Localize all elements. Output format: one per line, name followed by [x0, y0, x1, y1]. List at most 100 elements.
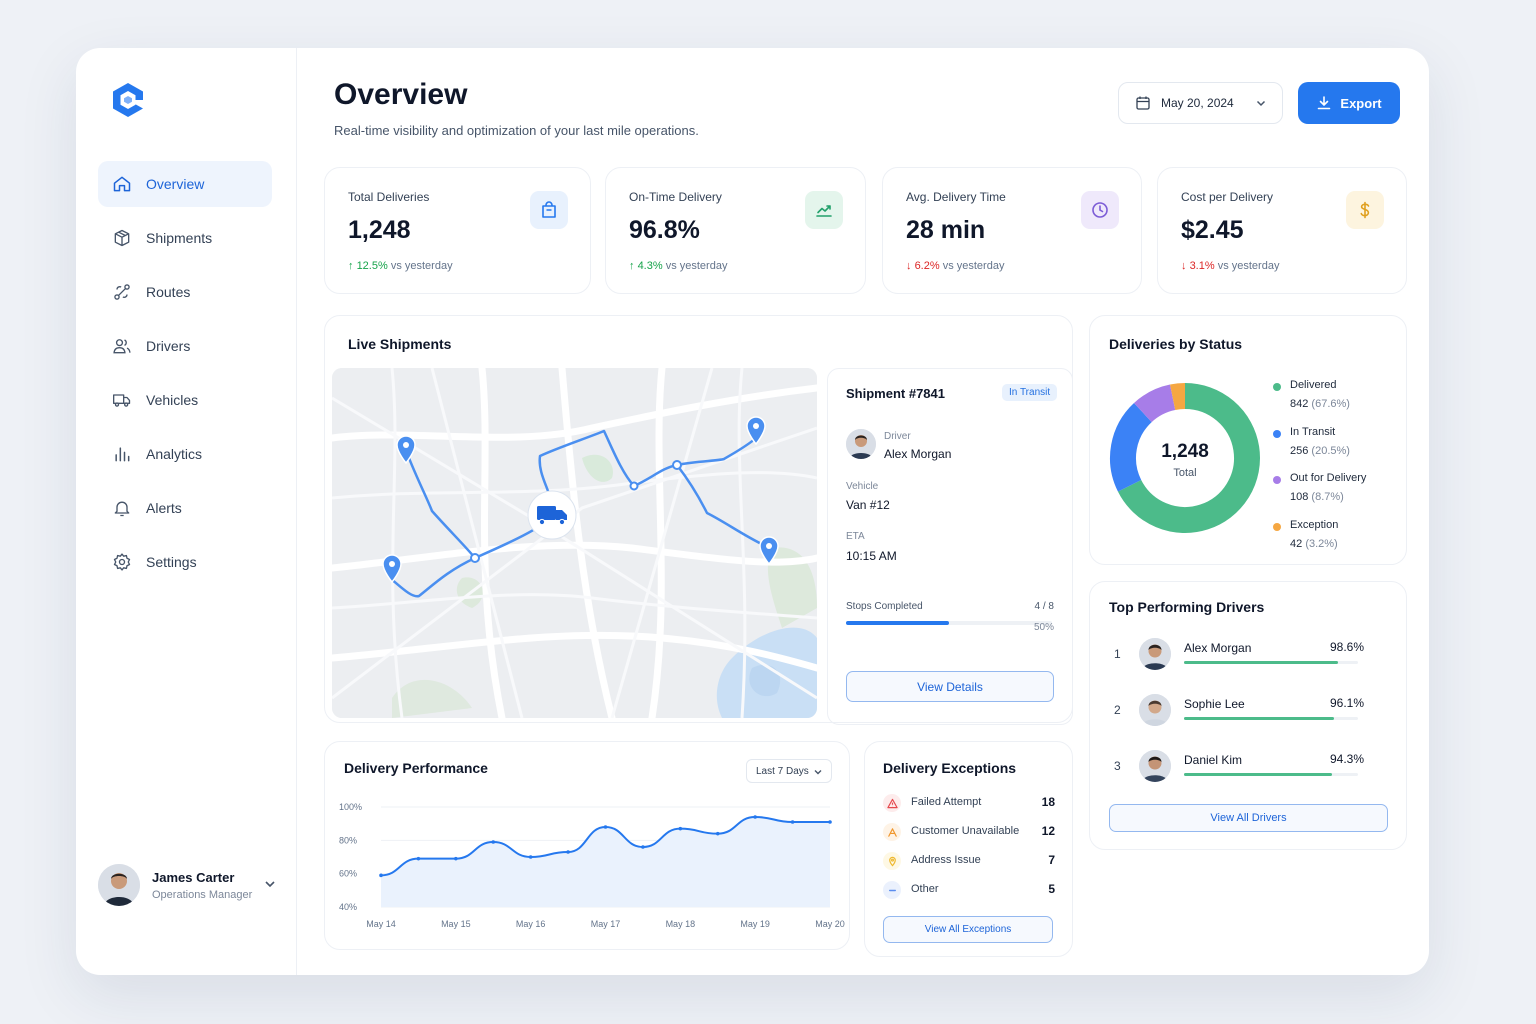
sidebar-item-overview[interactable]: Overview — [98, 161, 272, 207]
avatar — [98, 864, 140, 906]
exception-row[interactable]: Address Issue 7 — [883, 851, 1055, 871]
truck-marker-icon[interactable] — [527, 490, 577, 540]
date-range-select[interactable]: Last 7 Days — [746, 759, 832, 783]
map-pin-icon[interactable] — [746, 416, 766, 446]
vehicle-label: Vehicle — [846, 481, 879, 492]
stops-progress-fill — [846, 621, 949, 625]
exception-count: 5 — [1048, 882, 1055, 896]
avatar — [1139, 694, 1171, 726]
home-icon — [113, 176, 131, 192]
driver-rank: 3 — [1114, 759, 1121, 773]
donut-total-value: 1,248 — [1161, 441, 1209, 462]
shopping-bag-icon — [530, 191, 568, 229]
y-tick-label: 60% — [339, 869, 357, 879]
data-point — [454, 856, 458, 861]
driver-score-bar — [1184, 661, 1358, 664]
y-tick-label: 100% — [339, 802, 362, 812]
dollar-icon — [1346, 191, 1384, 229]
clock-icon — [1081, 191, 1119, 229]
stops-value: 4 / 8 — [1034, 601, 1054, 612]
bar-chart-icon — [115, 447, 130, 462]
minus-icon — [883, 881, 901, 899]
shipment-detail-panel: Shipment #7841 In Transit Driver Alex Mo… — [827, 368, 1073, 725]
sidebar-item-label: Drivers — [146, 338, 191, 354]
sidebar-item-drivers[interactable]: Drivers — [98, 323, 272, 369]
kpi-delta: ↑ 4.3% vs yesterday — [629, 260, 728, 272]
map-pin-icon[interactable] — [759, 536, 779, 566]
exception-name: Address Issue — [911, 854, 981, 866]
chevron-down-icon — [1256, 100, 1266, 107]
status-badge: In Transit — [1002, 384, 1058, 401]
data-point — [641, 845, 645, 849]
stops-progress — [846, 621, 1052, 625]
card-title: Delivery Exceptions — [883, 760, 1017, 776]
view-details-button[interactable]: View Details — [846, 671, 1054, 702]
sidebar-item-alerts[interactable]: Alerts — [98, 485, 272, 531]
gear-icon — [113, 553, 131, 571]
data-point — [491, 840, 496, 844]
shipments-map[interactable] — [332, 368, 817, 718]
kpi-delta: ↓ 3.1% vs yesterday — [1181, 260, 1280, 272]
driver-name: Alex Morgan — [1184, 641, 1252, 655]
page-subtitle: Real-time visibility and optimization of… — [334, 123, 699, 138]
sidebar-nav: Overview Shipments Routes Drivers Vehicl… — [98, 161, 272, 593]
sidebar-item-label: Shipments — [146, 230, 213, 246]
legend-dot — [1273, 476, 1281, 484]
driver-score: 98.6% — [1329, 640, 1364, 654]
kpi-value: 96.8% — [629, 216, 700, 244]
driver-row[interactable]: 2 Sophie Lee 96.1% — [1110, 690, 1386, 730]
sidebar-item-shipments[interactable]: Shipments — [98, 215, 272, 261]
exception-row[interactable]: Failed Attempt 18 — [883, 793, 1055, 813]
status-donut-chart — [1110, 383, 1260, 533]
driver-score-bar — [1184, 773, 1358, 776]
delivery-exceptions-card: Delivery Exceptions Failed Attempt 18 Cu… — [864, 741, 1073, 957]
sidebar-item-vehicles[interactable]: Vehicles — [98, 377, 272, 423]
kpi-delta: ↓ 6.2% vs yesterday — [906, 260, 1005, 272]
data-point — [528, 855, 533, 859]
sidebar-item-settings[interactable]: Settings — [98, 539, 272, 585]
x-tick-label: May 17 — [591, 919, 621, 929]
view-all-exceptions-button[interactable]: View All Exceptions — [883, 916, 1053, 943]
driver-rank: 2 — [1114, 703, 1121, 717]
kpi-card-on-time-delivery: On-Time Delivery 96.8% ↑ 4.3% vs yesterd… — [605, 167, 866, 294]
exception-row[interactable]: Other 5 — [883, 880, 1055, 900]
driver-name: Daniel Kim — [1184, 753, 1243, 767]
y-tick-label: 80% — [339, 835, 357, 845]
kpi-card-total-deliveries: Total Deliveries 1,248 ↑ 12.5% vs yester… — [324, 167, 591, 294]
data-point — [566, 850, 570, 854]
map-pin-icon[interactable] — [382, 554, 402, 584]
card-title: Delivery Performance — [344, 760, 488, 776]
donut-slice-delivered — [1117, 383, 1260, 533]
export-button[interactable]: Export — [1298, 82, 1400, 124]
sidebar-item-routes[interactable]: Routes — [98, 269, 272, 315]
legend-dot — [1273, 383, 1281, 391]
user-profile[interactable]: James Carter Operations Manager — [98, 862, 278, 908]
sidebar-item-label: Alerts — [146, 500, 182, 516]
deliveries-by-status-card: Deliveries by Status 1,248 Total Deliver… — [1089, 315, 1407, 565]
user-x-icon — [883, 823, 901, 841]
chevron-down-icon[interactable] — [262, 876, 278, 892]
date-picker[interactable]: May 20, 2024 — [1118, 82, 1283, 124]
stops-percent: 50% — [1033, 622, 1054, 633]
data-point — [753, 815, 757, 819]
map-pin-icon — [883, 852, 901, 870]
sidebar-item-analytics[interactable]: Analytics — [98, 431, 272, 477]
card-title: Live Shipments — [348, 336, 452, 352]
view-all-drivers-button[interactable]: View All Drivers — [1109, 804, 1388, 832]
map-pin-icon[interactable] — [396, 435, 416, 465]
kpi-value: 1,248 — [348, 216, 411, 244]
vehicle-value: Van #12 — [846, 498, 890, 512]
driver-score-bar — [1184, 717, 1358, 720]
box-icon — [114, 229, 130, 247]
chevron-down-icon — [814, 770, 822, 775]
sidebar-item-label: Analytics — [146, 446, 203, 462]
driver-rank: 1 — [1114, 647, 1121, 661]
exception-row[interactable]: Customer Unavailable 12 — [883, 822, 1055, 842]
driver-row[interactable]: 1 Alex Morgan 98.6% — [1110, 634, 1386, 674]
driver-row[interactable]: 3 Daniel Kim 94.3% — [1110, 746, 1386, 786]
app-window: Overview Shipments Routes Drivers Vehicl… — [76, 48, 1429, 975]
user-name: James Carter — [152, 869, 235, 885]
data-point — [379, 873, 383, 878]
user-role: Operations Manager — [152, 888, 253, 901]
kpi-value: 28 min — [906, 216, 986, 244]
